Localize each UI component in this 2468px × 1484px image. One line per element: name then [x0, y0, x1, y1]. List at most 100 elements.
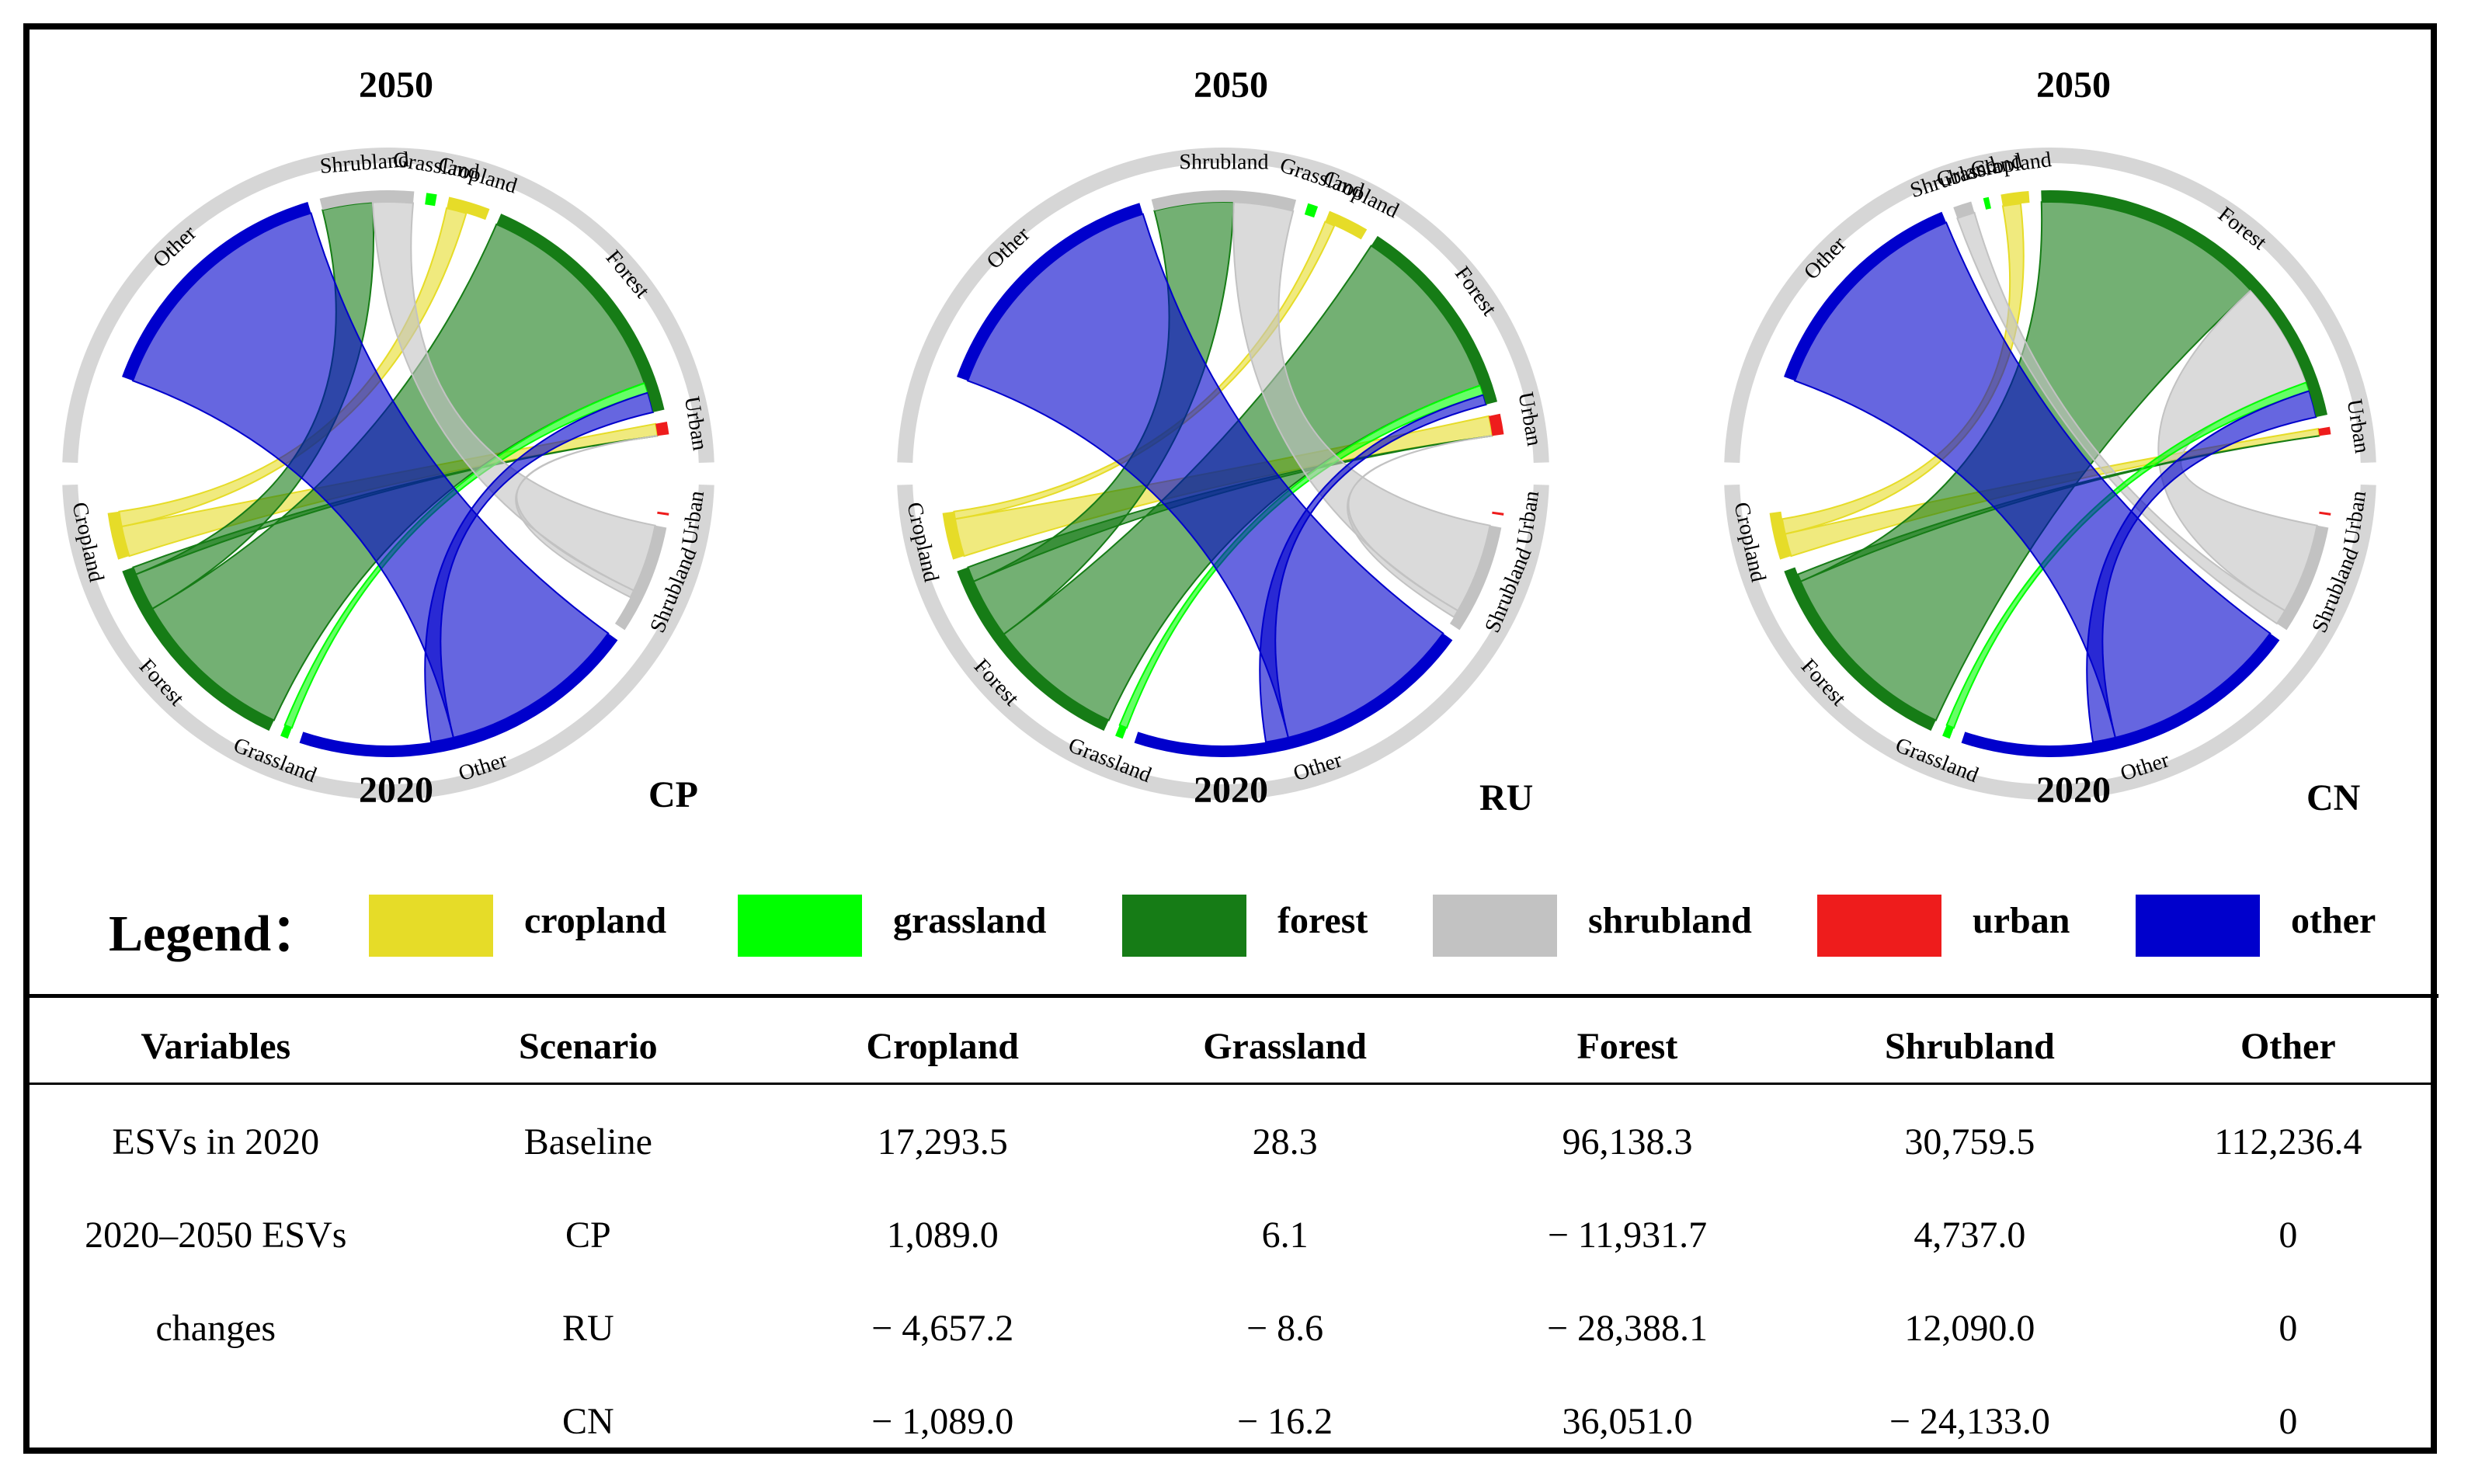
- cell-other: 0: [2279, 1400, 2298, 1442]
- arc-2050-shrubland: [319, 189, 415, 210]
- cell-other: 112,236.4: [2214, 1121, 2362, 1163]
- arc-label-2050-urban: Urban: [680, 394, 712, 452]
- arc-2020-shrubland: [614, 525, 667, 631]
- cell-shrubland: 12,090.0: [1904, 1307, 2035, 1349]
- arc-2020-forest: [957, 567, 1109, 732]
- cell-shrubland: − 24,133.0: [1889, 1400, 2050, 1442]
- arc-label-2050-forest: Forest: [1450, 262, 1501, 321]
- chord-ribbons: [1781, 201, 2320, 743]
- cell-scenario: Baseline: [523, 1121, 652, 1163]
- chord-panel-ru: Other Shrubland Grassland Cropland Forest Urb…: [881, 47, 1705, 878]
- chord-diagram-cn: OtherShrublandGrasslandCroplandForestUrb…: [1724, 147, 2376, 801]
- table-separator: [30, 994, 2438, 998]
- arc-2020-cropland: [107, 511, 130, 560]
- arc-2020-urban: [657, 511, 669, 516]
- bottom-year-label: 2020: [1194, 770, 1268, 811]
- arc-2020-other: [1134, 633, 1453, 757]
- arc-2050-forest: [1371, 235, 1498, 405]
- chord-panel-cn: Other Shrubland Grassland Cropland Forest Urb…: [1708, 47, 2468, 878]
- arc-2050-shrubland: [1151, 190, 1297, 211]
- scenario-label: RU: [1479, 777, 1534, 818]
- arc-2050-cropland: [447, 196, 490, 221]
- cell-forest: − 28,388.1: [1546, 1307, 1708, 1349]
- table-header-row: Variables Scenario Cropland Grassland Fo…: [30, 1010, 2432, 1085]
- scenario-label: CN: [2306, 777, 2361, 818]
- legend-swatch: [1433, 895, 1557, 957]
- cell-cropland: 17,293.5: [877, 1121, 1008, 1163]
- table-row: CN − 1,089.0 − 16.2 36,051.0 − 24,133.0 …: [30, 1375, 2432, 1468]
- cell-scenario: CP: [565, 1214, 611, 1256]
- chord-forest-to-urban: [1796, 435, 2320, 583]
- arc-2050-forest: [2041, 190, 2327, 418]
- header-scenario: Scenario: [401, 1010, 775, 1085]
- legend-label: other: [2291, 900, 2376, 941]
- chord-other-to-other: [1793, 221, 2272, 739]
- cell-shrubland: 4,737.0: [1914, 1214, 2026, 1256]
- bottom-year-label: 2020: [359, 770, 433, 811]
- legend-swatch: [2136, 895, 2260, 957]
- legend-swatch: [369, 895, 493, 957]
- scenario-label: CP: [648, 774, 698, 815]
- header-grassland: Grassland: [1111, 1010, 1459, 1085]
- arc-label-2050-urban: Urban: [1513, 390, 1546, 447]
- cell-scenario: RU: [562, 1307, 614, 1349]
- arc-label-2050-cropland: Cropland: [1969, 148, 2053, 182]
- arc-2050-urban: [2318, 426, 2331, 436]
- arc-label-2050-cropland: Cropland: [436, 152, 520, 199]
- legend-label: shrubland: [1588, 900, 1752, 941]
- cell-variable: [30, 1375, 402, 1468]
- legend-label: grassland: [893, 900, 1047, 941]
- cell-grassland: 6.1: [1261, 1214, 1309, 1256]
- arc-2020-other: [299, 633, 618, 757]
- arc-2020-grassland: [1942, 725, 1954, 739]
- header-variables: Variables: [30, 1010, 402, 1085]
- cell-forest: 96,138.3: [1562, 1121, 1693, 1163]
- legend-label: cropland: [524, 900, 667, 941]
- cell-variable: ESVs in 2020: [112, 1121, 320, 1163]
- cell-shrubland: 30,759.5: [1904, 1121, 2035, 1163]
- arc-2050-cropland: [1325, 210, 1368, 240]
- header-shrubland: Shrubland: [1795, 1010, 2144, 1085]
- arc-2020-grassland: [280, 725, 292, 739]
- arc-2050-urban: [1489, 413, 1504, 436]
- chord-other-to-forest: [424, 391, 655, 743]
- header-forest: Forest: [1458, 1010, 1796, 1085]
- figure-frame: [23, 23, 2437, 1454]
- arc-2020-cropland: [1769, 511, 1792, 560]
- arc-2050-shrubland: [1953, 201, 1975, 219]
- chord-panel-cp: Other Shrubland Grassland Cropland Forest Urb…: [47, 47, 870, 878]
- legend-swatch: [1817, 895, 1941, 957]
- arc-2050-grassland: [1304, 203, 1319, 218]
- cell-other: 0: [2279, 1214, 2298, 1256]
- cell-forest: 36,051.0: [1562, 1400, 1693, 1442]
- arc-2020-urban: [2319, 511, 2331, 516]
- top-year-label: 2050: [359, 64, 433, 106]
- arc-2020-shrubland: [1449, 525, 1502, 631]
- cell-variable: changes: [155, 1307, 276, 1349]
- arc-2050-urban: [655, 422, 669, 436]
- top-year-label: 2050: [1194, 64, 1268, 106]
- legend-title: Legend：: [109, 905, 323, 962]
- legend-label: forest: [1277, 900, 1368, 941]
- chord-ribbons: [118, 201, 659, 743]
- top-year-label: 2050: [2036, 64, 2111, 106]
- cell-forest: − 11,931.7: [1547, 1214, 1708, 1256]
- arc-2020-other: [1961, 633, 2280, 757]
- arc-2050-other: [1784, 211, 1947, 381]
- cell-grassland: − 8.6: [1246, 1307, 1324, 1349]
- cell-grassland: − 16.2: [1237, 1400, 1333, 1442]
- cell-other: 0: [2279, 1307, 2298, 1349]
- cell-cropland: 1,089.0: [886, 1214, 999, 1256]
- chord-ribbons: [953, 201, 1493, 743]
- arc-2020-forest: [1784, 567, 1936, 732]
- arc-2020-cropland: [942, 511, 965, 560]
- chord-other-to-other: [966, 213, 1444, 739]
- cell-scenario: CN: [562, 1400, 614, 1442]
- table-row: changes RU − 4,657.2 − 8.6 − 28,388.1 12…: [30, 1281, 2432, 1375]
- arc-2050-grassland: [425, 193, 437, 207]
- cell-cropland: − 1,089.0: [871, 1400, 1014, 1442]
- legend-label: urban: [1973, 900, 2070, 941]
- cell-grassland: 28.3: [1252, 1121, 1318, 1163]
- arc-2020-grassland: [1115, 725, 1127, 739]
